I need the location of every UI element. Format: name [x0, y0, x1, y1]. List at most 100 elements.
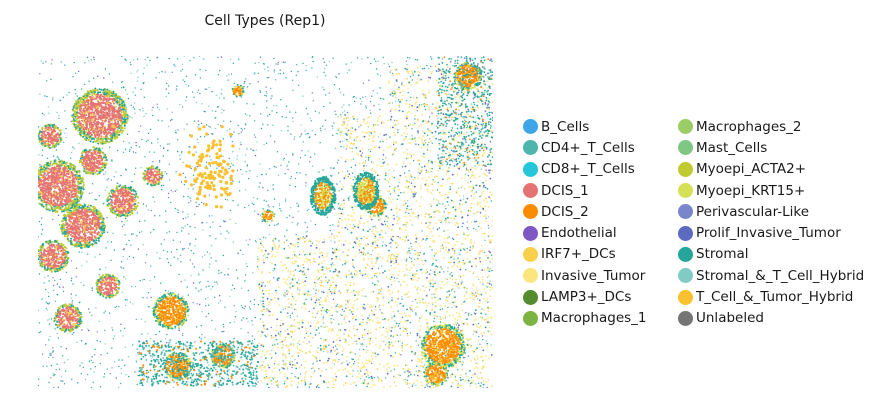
scatter-point — [299, 136, 301, 138]
scatter-point — [390, 259, 392, 261]
scatter-point — [196, 165, 199, 168]
scatter-point — [397, 263, 400, 265]
scatter-point — [334, 310, 337, 313]
scatter-point — [332, 264, 335, 266]
scatter-point — [466, 226, 469, 229]
scatter-point — [266, 92, 268, 95]
scatter-point — [397, 194, 400, 197]
scatter-point — [139, 146, 141, 148]
scatter-point — [288, 302, 291, 304]
scatter-point — [112, 338, 115, 340]
scatter-point — [343, 206, 345, 209]
scatter-point — [340, 188, 343, 191]
scatter-point — [237, 252, 239, 254]
scatter-point — [366, 303, 369, 305]
scatter-point — [276, 224, 278, 226]
scatter-point — [486, 276, 489, 278]
scatter-point — [257, 213, 259, 215]
scatter-point — [479, 356, 482, 358]
scatter-point — [364, 243, 367, 246]
scatter-point — [483, 298, 485, 300]
scatter-point — [467, 214, 469, 217]
scatter-point — [365, 359, 368, 362]
scatter-point — [335, 339, 338, 342]
scatter-point — [340, 277, 342, 280]
scatter-point — [410, 346, 413, 349]
scatter-point — [397, 88, 400, 90]
scatter-point — [337, 369, 340, 372]
scatter-point — [253, 299, 256, 301]
scatter-point — [299, 172, 301, 174]
scatter-point — [343, 310, 345, 312]
scatter-point — [359, 217, 362, 220]
scatter-point — [241, 306, 244, 309]
scatter-point — [488, 270, 491, 273]
scatter-point — [90, 359, 92, 362]
scatter-point — [368, 149, 370, 151]
scatter-point — [428, 109, 431, 111]
scatter-point — [481, 335, 484, 337]
scatter-point — [346, 124, 349, 127]
scatter-point — [458, 312, 461, 315]
scatter-point — [434, 305, 436, 307]
scatter-point — [271, 255, 273, 258]
scatter-point — [297, 238, 300, 240]
scatter-point — [430, 192, 432, 194]
scatter-point — [194, 213, 196, 215]
scatter-point — [464, 249, 466, 251]
scatter-point — [332, 341, 335, 343]
scatter-point — [45, 288, 47, 291]
scatter-point — [142, 244, 144, 246]
scatter-point — [356, 152, 358, 155]
scatter-point — [470, 130, 472, 133]
scatter-point — [315, 358, 318, 360]
scatter-point — [487, 224, 489, 227]
scatter-point — [265, 91, 267, 93]
scatter-point — [176, 150, 179, 153]
scatter-point — [302, 263, 305, 266]
scatter-point — [48, 280, 50, 282]
scatter-point — [48, 295, 50, 298]
scatter-point — [453, 135, 455, 137]
scatter-point — [40, 233, 43, 235]
scatter-point — [310, 220, 312, 222]
scatter-point — [177, 129, 179, 131]
scatter-point — [390, 119, 392, 121]
scatter-point — [488, 106, 490, 109]
scatter-point — [482, 387, 484, 388]
scatter-point — [176, 248, 178, 251]
scatter-point — [422, 263, 425, 266]
scatter-point — [215, 110, 217, 112]
scatter-point — [405, 225, 408, 228]
scatter-point — [339, 329, 342, 331]
scatter-point — [486, 345, 488, 347]
scatter-point — [448, 177, 451, 180]
scatter-point — [405, 292, 408, 295]
scatter-point — [244, 161, 246, 163]
scatter-point — [462, 231, 465, 234]
scatter-point — [188, 202, 190, 204]
scatter-point — [353, 118, 355, 120]
scatter-point — [306, 294, 309, 297]
scatter-point — [146, 378, 149, 380]
scatter-point — [372, 140, 374, 142]
scatter-point — [304, 254, 306, 256]
scatter-point — [320, 325, 322, 327]
scatter-point — [237, 346, 239, 349]
scatter-point — [232, 151, 234, 153]
scatter-point — [341, 314, 343, 317]
scatter-point — [461, 162, 464, 165]
scatter-point — [179, 241, 182, 243]
scatter-point — [407, 87, 409, 90]
scatter-point — [296, 224, 298, 226]
scatter-point — [335, 258, 337, 260]
scatter-point — [276, 279, 279, 282]
scatter-point — [397, 185, 399, 188]
scatter-point — [181, 152, 183, 154]
scatter-point — [248, 306, 251, 308]
scatter-point — [372, 137, 374, 139]
scatter-point — [222, 323, 225, 326]
scatter-point — [349, 126, 352, 129]
scatter-point — [433, 320, 435, 323]
scatter-point — [195, 287, 197, 289]
